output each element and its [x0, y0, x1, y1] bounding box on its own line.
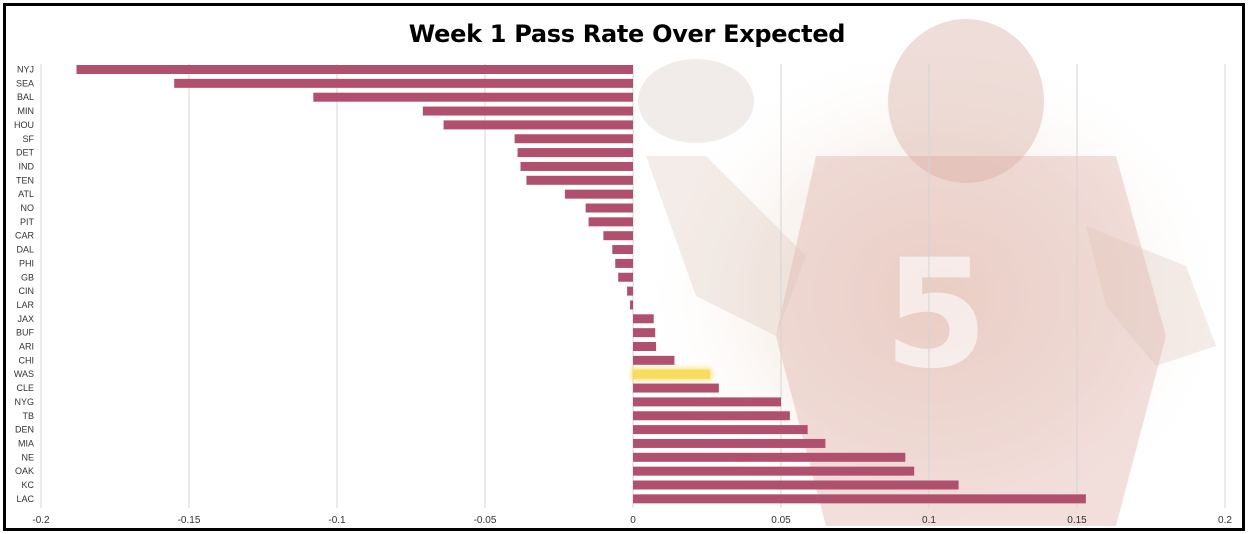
category-label: TB [22, 411, 34, 421]
bar-nyj [76, 65, 633, 74]
bar-oak [633, 466, 915, 476]
bar-was [633, 369, 710, 379]
category-label: DEN [15, 425, 34, 435]
category-label: NYJ [17, 65, 34, 75]
bar-ind [520, 161, 633, 171]
bars [76, 65, 1086, 504]
bar-lac [633, 494, 1086, 504]
category-label: CLE [16, 383, 34, 393]
bar-min [422, 106, 633, 116]
category-label: TEN [16, 175, 34, 185]
bar-ari [633, 342, 657, 351]
x-tick-label: -0.05 [474, 515, 497, 526]
chart-title: Week 1 Pass Rate Over Expected [408, 20, 846, 48]
player-background-image: 5 [636, 19, 1236, 528]
bar-car [603, 231, 633, 241]
category-label: ATL [18, 189, 34, 199]
category-label: SF [22, 134, 34, 144]
category-label: CAR [15, 231, 35, 241]
bar-cle [633, 383, 719, 393]
category-label: PIT [20, 217, 35, 227]
bar-chi [633, 355, 675, 365]
chart-frame: Week 1 Pass Rate Over Expected 5 NYJ SEA B… [3, 3, 1245, 531]
category-label: KC [21, 480, 34, 490]
bar-atl [564, 189, 633, 199]
bar-no [585, 203, 633, 213]
bar-tb [633, 411, 790, 421]
x-tick-label: 0 [630, 515, 636, 526]
x-tick-label: -0.2 [32, 515, 50, 526]
category-label: NO [21, 203, 35, 213]
category-label: WAS [14, 369, 34, 379]
x-tick-label: -0.1 [328, 515, 346, 526]
bar-bal [313, 92, 633, 102]
x-tick-label: 0.05 [771, 515, 791, 526]
bar-lar [630, 300, 633, 310]
bar-cin [627, 286, 633, 296]
bar-mia [633, 438, 826, 448]
category-label: DET [16, 148, 35, 158]
category-label: LAR [16, 300, 34, 310]
category-label: HOU [14, 120, 34, 130]
category-label: JAX [17, 314, 34, 324]
category-label: BAL [17, 92, 34, 102]
x-tick-label: -0.15 [178, 515, 201, 526]
bar-kc [633, 480, 959, 490]
bar-det [517, 148, 633, 158]
svg-text:5: 5 [884, 228, 988, 402]
category-label: ARI [19, 342, 34, 352]
category-label: GB [21, 272, 34, 282]
bar-ne [633, 452, 906, 462]
category-label: BUF [16, 328, 35, 338]
bar-pit [588, 217, 633, 227]
x-tick-label: 0.15 [1067, 515, 1087, 526]
category-label: NYG [14, 397, 34, 407]
category-label: CHI [19, 355, 35, 365]
category-labels: NYJ SEA BAL MIN HOU SF DET IND TEN ATL NO PIT CAR DAL… [14, 65, 35, 504]
x-tick-label: 0.2 [1218, 515, 1232, 526]
category-label: DAL [16, 245, 34, 255]
category-label: MIA [18, 438, 34, 448]
bar-hou [443, 120, 633, 130]
bar-dal [612, 245, 633, 255]
category-label: NE [21, 452, 34, 462]
bar-gb [618, 272, 633, 282]
x-axis-ticks: -0.2 -0.15 -0.1 -0.05 0 0.05 0.1 0.15 0.2 [32, 515, 1232, 526]
bar-nyg [633, 397, 781, 407]
category-label: OAK [15, 466, 34, 476]
x-tick-label: 0.1 [922, 515, 936, 526]
category-label: CIN [19, 286, 35, 296]
category-label: IND [19, 161, 35, 171]
category-label: LAC [16, 494, 34, 504]
category-label: PHI [19, 258, 34, 268]
bar-phi [615, 258, 633, 268]
category-label: MIN [18, 106, 35, 116]
bar-buf [633, 328, 656, 338]
bar-ten [526, 175, 633, 185]
bar-jax [633, 314, 654, 324]
bar-sf [514, 134, 633, 144]
bar-den [633, 425, 808, 435]
bar-sea [174, 78, 633, 88]
bar-chart: 5 NYJ SEA BAL MIN HOU SF DET IND TEN ATL NO PIT CAR D… [14, 19, 1236, 528]
category-label: SEA [16, 78, 34, 88]
